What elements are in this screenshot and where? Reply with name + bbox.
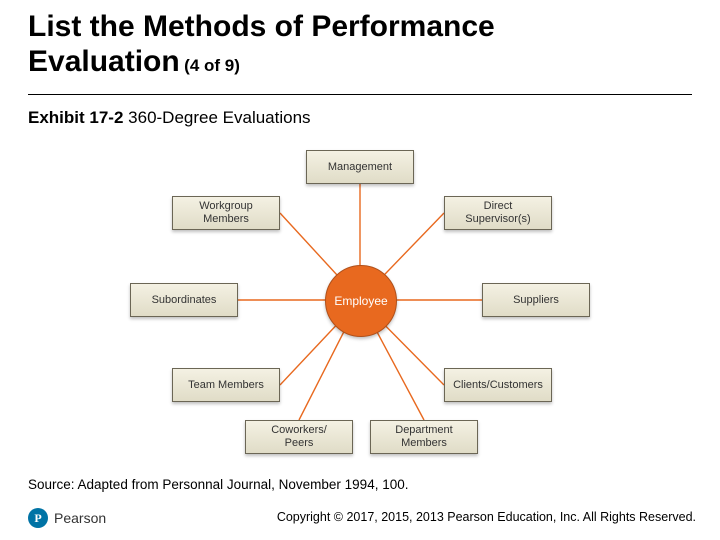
- exhibit-text: 360-Degree Evaluations: [128, 108, 310, 127]
- diagram-node-label: Direct Supervisor(s): [465, 200, 530, 225]
- diagram-node-label: Team Members: [188, 379, 264, 392]
- logo-text: Pearson: [54, 510, 106, 526]
- diagram-node-label: Department Members: [395, 424, 452, 449]
- title-line-2: Evaluation: [28, 45, 180, 78]
- diagram-node: Subordinates: [130, 283, 238, 317]
- title-pager: (4 of 9): [184, 56, 240, 75]
- diagram-node: Clients/Customers: [444, 368, 552, 402]
- title-line-1: List the Methods of Performance: [28, 10, 495, 43]
- diagram-node: Workgroup Members: [172, 196, 280, 230]
- diagram-node-label: Coworkers/ Peers: [271, 424, 327, 449]
- diagram-node-label: Clients/Customers: [453, 379, 543, 392]
- brand-logo: P Pearson: [28, 508, 106, 528]
- slide: List the Methods of Performance Evaluati…: [0, 0, 720, 540]
- exhibit-label: Exhibit 17-2: [28, 108, 123, 127]
- diagram-node: Management: [306, 150, 414, 184]
- diagram-node: Coworkers/ Peers: [245, 420, 353, 454]
- diagram-node-label: Suppliers: [513, 294, 559, 307]
- exhibit-heading: Exhibit 17-2 360-Degree Evaluations: [28, 108, 311, 128]
- center-node: Employee: [325, 265, 397, 337]
- copyright-line: Copyright © 2017, 2015, 2013 Pearson Edu…: [277, 510, 696, 524]
- center-node-label: Employee: [334, 294, 387, 308]
- slide-title: List the Methods of Performance Evaluati…: [28, 10, 688, 79]
- source-line: Source: Adapted from Personnal Journal, …: [28, 477, 408, 492]
- diagram-node: Department Members: [370, 420, 478, 454]
- diagram-node-label: Subordinates: [152, 294, 217, 307]
- diagram-node: Team Members: [172, 368, 280, 402]
- diagram-node-label: Workgroup Members: [199, 200, 253, 225]
- diagram-node-label: Management: [328, 161, 392, 174]
- logo-badge-icon: P: [28, 508, 48, 528]
- title-rule: [28, 94, 692, 95]
- diagram: Employee Management Workgroup Members Dire…: [110, 140, 610, 460]
- diagram-node: Direct Supervisor(s): [444, 196, 552, 230]
- diagram-node: Suppliers: [482, 283, 590, 317]
